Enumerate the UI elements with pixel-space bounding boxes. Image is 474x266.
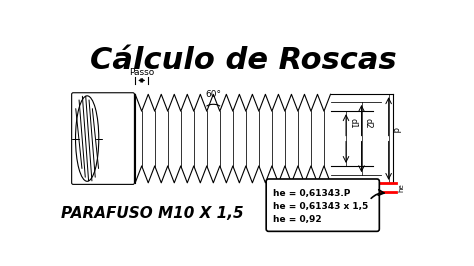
Text: d2: d2 <box>364 118 373 129</box>
Text: d1: d1 <box>348 118 357 129</box>
Text: 60°: 60° <box>205 90 221 99</box>
Ellipse shape <box>75 96 99 181</box>
Text: PARAFUSO M10 X 1,5: PARAFUSO M10 X 1,5 <box>61 206 244 221</box>
Text: he = 0,61343 x 1,5: he = 0,61343 x 1,5 <box>273 202 368 211</box>
Text: he: he <box>399 183 405 192</box>
FancyBboxPatch shape <box>72 93 135 184</box>
FancyBboxPatch shape <box>266 179 379 231</box>
Text: he = 0,61343.P: he = 0,61343.P <box>273 189 351 198</box>
Text: Cálculo de Roscas: Cálculo de Roscas <box>90 46 396 75</box>
Text: d: d <box>391 127 400 133</box>
Text: he = 0,92: he = 0,92 <box>273 215 322 224</box>
Text: Passo: Passo <box>129 68 155 77</box>
